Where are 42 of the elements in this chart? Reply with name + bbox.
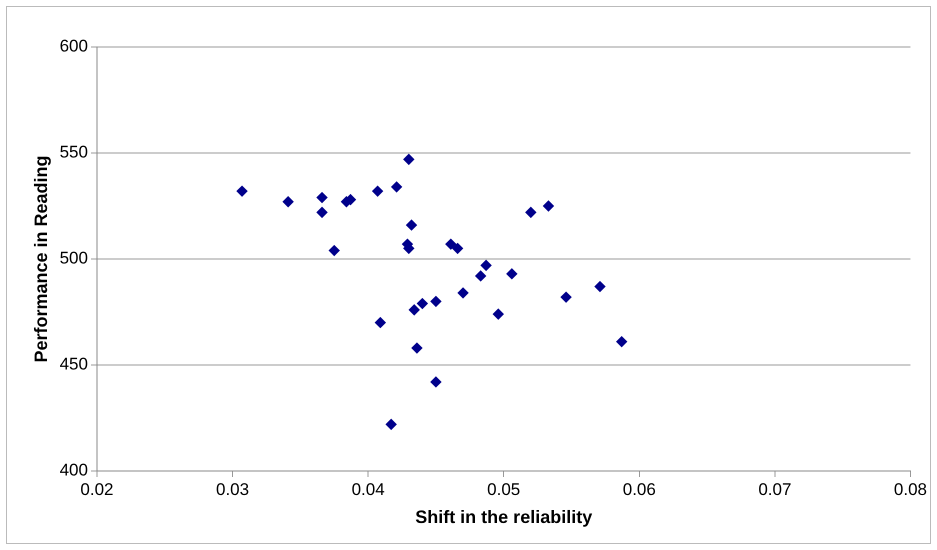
point <box>452 242 464 254</box>
point <box>506 268 518 280</box>
point <box>430 376 442 388</box>
point <box>316 206 328 218</box>
point <box>492 308 504 320</box>
x-axis-title: Shift in the reliability <box>415 507 592 528</box>
point <box>560 292 572 303</box>
point <box>616 336 628 348</box>
point <box>416 298 428 310</box>
point <box>430 296 442 307</box>
point <box>542 200 554 212</box>
y-tick-label: 450 <box>60 354 88 374</box>
x-tick-label: 0.02 <box>80 480 114 499</box>
point <box>594 281 606 292</box>
point <box>374 317 386 328</box>
point <box>282 196 294 208</box>
x-tick-label: 0.04 <box>352 480 385 499</box>
point <box>445 238 456 250</box>
point <box>236 186 248 197</box>
y-tick-label: 400 <box>60 460 88 480</box>
point <box>391 181 402 192</box>
point <box>408 304 420 316</box>
point <box>475 270 486 282</box>
point <box>372 186 384 197</box>
y-axis-title: Performance in Reading <box>30 155 51 363</box>
x-tick-label: 0.03 <box>216 480 250 499</box>
point <box>403 154 414 165</box>
x-tick-label: 0.06 <box>622 480 656 499</box>
point <box>406 220 418 231</box>
y-tick-label: 500 <box>60 248 88 268</box>
x-tick-label: 0.07 <box>758 480 792 499</box>
point <box>328 245 340 256</box>
point <box>386 418 397 430</box>
x-tick-label: 0.08 <box>894 480 928 499</box>
y-tick-label: 550 <box>60 142 88 162</box>
y-tick-label: 600 <box>60 36 88 56</box>
point <box>316 192 328 204</box>
point <box>480 260 492 271</box>
point <box>411 342 422 354</box>
point <box>458 287 469 298</box>
x-tick-label: 0.05 <box>487 480 520 499</box>
point <box>525 206 536 218</box>
